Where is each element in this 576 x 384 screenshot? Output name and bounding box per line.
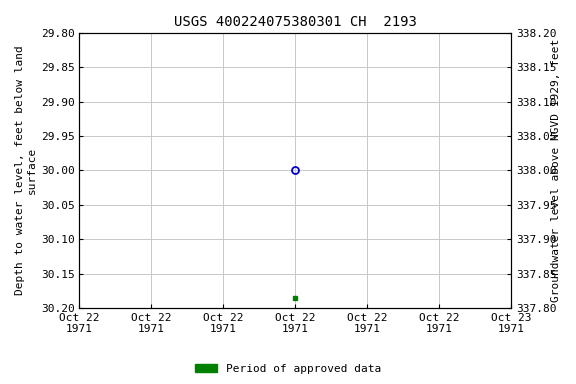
Y-axis label: Depth to water level, feet below land
surface: Depth to water level, feet below land su…	[15, 46, 37, 295]
Title: USGS 400224075380301 CH  2193: USGS 400224075380301 CH 2193	[174, 15, 417, 29]
Legend: Period of approved data: Period of approved data	[191, 359, 385, 379]
Y-axis label: Groundwater level above NGVD 1929, feet: Groundwater level above NGVD 1929, feet	[551, 39, 561, 302]
